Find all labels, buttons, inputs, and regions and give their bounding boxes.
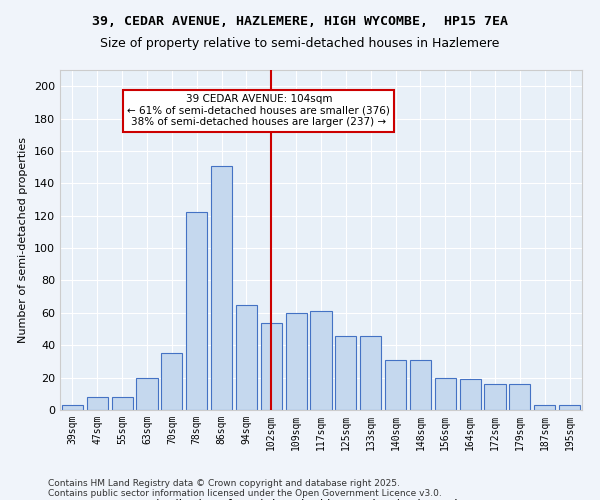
- Bar: [460, 379, 481, 410]
- X-axis label: Distribution of semi-detached houses by size in Hazlemere: Distribution of semi-detached houses by …: [146, 498, 496, 500]
- Bar: [186, 212, 207, 410]
- Bar: [559, 405, 580, 410]
- Bar: [136, 378, 158, 410]
- Y-axis label: Number of semi-detached properties: Number of semi-detached properties: [19, 137, 28, 343]
- Bar: [286, 313, 307, 410]
- Text: 39 CEDAR AVENUE: 104sqm
← 61% of semi-detached houses are smaller (376)
38% of s: 39 CEDAR AVENUE: 104sqm ← 61% of semi-de…: [127, 94, 390, 128]
- Text: Contains public sector information licensed under the Open Government Licence v3: Contains public sector information licen…: [48, 488, 442, 498]
- Bar: [261, 322, 282, 410]
- Bar: [112, 397, 133, 410]
- Bar: [385, 360, 406, 410]
- Bar: [484, 384, 506, 410]
- Bar: [161, 354, 182, 410]
- Bar: [509, 384, 530, 410]
- Bar: [410, 360, 431, 410]
- Bar: [62, 405, 83, 410]
- Bar: [360, 336, 381, 410]
- Bar: [310, 311, 332, 410]
- Text: Contains HM Land Registry data © Crown copyright and database right 2025.: Contains HM Land Registry data © Crown c…: [48, 478, 400, 488]
- Bar: [87, 397, 108, 410]
- Bar: [534, 405, 555, 410]
- Bar: [211, 166, 232, 410]
- Bar: [435, 378, 456, 410]
- Bar: [236, 305, 257, 410]
- Bar: [335, 336, 356, 410]
- Text: 39, CEDAR AVENUE, HAZLEMERE, HIGH WYCOMBE,  HP15 7EA: 39, CEDAR AVENUE, HAZLEMERE, HIGH WYCOMB…: [92, 15, 508, 28]
- Text: Size of property relative to semi-detached houses in Hazlemere: Size of property relative to semi-detach…: [100, 38, 500, 51]
